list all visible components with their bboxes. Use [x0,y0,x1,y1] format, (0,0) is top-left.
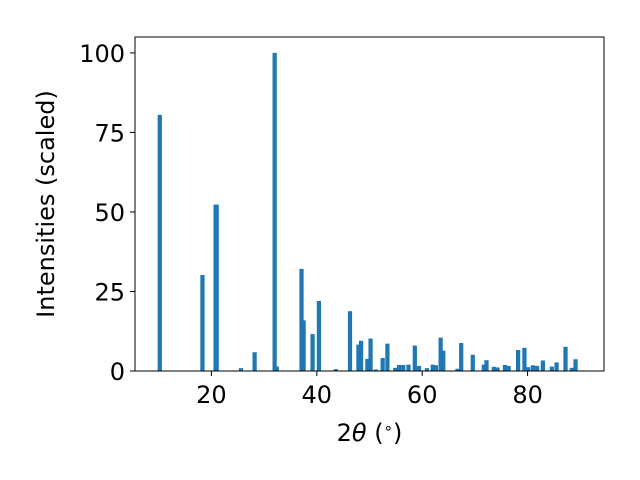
x-axis-ticks: 20 40 60 80 [196,371,543,409]
bar [368,338,373,371]
bar [470,354,475,371]
bar [272,52,277,372]
bar [484,360,489,371]
bar [406,364,411,371]
bar [393,367,398,371]
bar [481,364,486,371]
y-tick-label: 25 [94,278,125,306]
bar [522,347,527,371]
x-axis-label: 2θ (∘) [337,419,403,447]
bar [396,364,402,371]
bar [380,357,385,371]
bar [540,360,545,371]
bar [534,365,540,371]
bar [459,343,464,371]
bar [333,369,338,371]
x-axis-label-prefix: 2 [337,419,352,447]
x-axis-label-open: ( [367,419,384,447]
bar [238,368,244,371]
bar [502,364,508,371]
bar [301,320,306,371]
bars-group [157,52,578,372]
x-tick-label: 40 [302,381,333,409]
bar [412,345,417,371]
bar [430,364,435,371]
bar [157,114,162,372]
bar [455,368,460,371]
bar [316,301,322,371]
bar [433,365,439,371]
x-tick-label: 80 [512,381,543,409]
y-axis-ticks: 0 25 50 75 100 [79,40,135,386]
bar [356,344,361,371]
y-axis-label: Intensities (scaled) [32,90,60,318]
x-tick-label: 20 [196,381,227,409]
bar [424,368,430,371]
x-axis-label-close: ) [393,419,402,447]
y-tick-label: 0 [110,358,125,386]
bar [530,365,535,371]
bar [299,268,304,371]
plot-frame [134,36,605,372]
bar [214,204,219,371]
bar [526,367,531,371]
bar [274,366,279,371]
bar [416,365,422,371]
bar [573,359,578,371]
bar [200,274,205,371]
y-tick-label: 75 [94,119,125,147]
bar [516,350,521,371]
y-tick-label: 50 [94,199,125,227]
x-axis-label-theta: θ [352,419,367,447]
bar [373,369,378,371]
bar [385,343,390,371]
bar [506,365,511,371]
bar [252,352,257,371]
bar [495,367,500,371]
x-axis-label-degree: ∘ [384,419,393,437]
bar [569,367,574,371]
bar [347,311,353,371]
bar [563,346,568,371]
y-tick-label: 100 [79,40,125,68]
bar [438,337,443,371]
bar [401,364,406,371]
bar [554,362,559,371]
bar [358,340,364,371]
bar [491,366,496,371]
bar [310,334,315,371]
bar [441,350,446,371]
bar [549,366,554,371]
bar [365,358,370,371]
x-tick-label: 60 [407,381,438,409]
